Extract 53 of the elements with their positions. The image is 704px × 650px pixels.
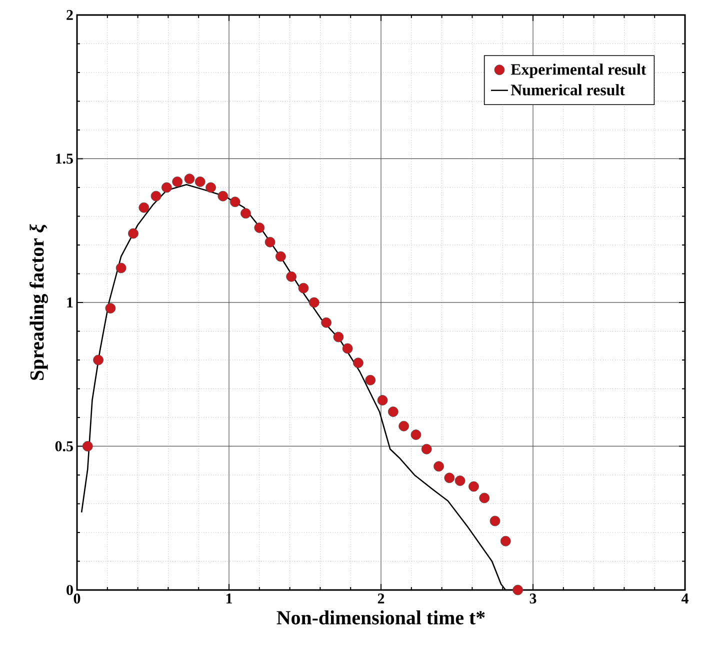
point xyxy=(333,332,344,342)
y-tick-label: 1 xyxy=(67,298,73,308)
point xyxy=(82,441,93,452)
y-tick-label: 2 xyxy=(66,10,73,20)
legend-label: Numerical result xyxy=(510,84,625,96)
point xyxy=(454,476,466,486)
point xyxy=(286,271,297,282)
point xyxy=(421,444,432,454)
point xyxy=(254,222,265,233)
point xyxy=(500,536,511,546)
point xyxy=(264,236,276,248)
point xyxy=(298,282,309,294)
point xyxy=(410,430,422,440)
x-tick-label: 2 xyxy=(378,594,384,604)
point xyxy=(377,395,388,406)
y-tick-label: 0 xyxy=(66,584,73,596)
point xyxy=(468,481,479,492)
point xyxy=(230,196,240,208)
point xyxy=(240,208,251,219)
point xyxy=(398,420,409,432)
x-tick-label: 0 xyxy=(74,594,80,604)
point xyxy=(434,461,444,472)
point xyxy=(342,343,353,354)
point xyxy=(116,262,126,274)
y-tick-label: 1.5 xyxy=(56,154,73,164)
point xyxy=(105,303,116,314)
point xyxy=(172,176,183,187)
point xyxy=(128,228,138,239)
point xyxy=(184,174,195,184)
point xyxy=(194,176,206,187)
point xyxy=(388,406,398,417)
x-tick-label: 3 xyxy=(530,594,536,604)
x-axis-title: Non-dimensional time t* xyxy=(276,610,485,624)
point xyxy=(512,584,523,596)
y-axis-title: Spreading factor ξ xyxy=(30,224,48,380)
point xyxy=(162,182,172,193)
x-tick-label: 4 xyxy=(681,594,688,604)
y-tick-label: 0.5 xyxy=(55,441,73,452)
point xyxy=(353,358,364,368)
point xyxy=(321,317,332,328)
point xyxy=(490,516,500,526)
point xyxy=(365,374,376,386)
point xyxy=(206,182,216,193)
point xyxy=(138,202,150,213)
point xyxy=(150,190,162,202)
point xyxy=(479,492,490,504)
point xyxy=(308,297,320,308)
x-tick-label: 1 xyxy=(226,594,232,604)
point xyxy=(93,354,104,366)
point xyxy=(444,472,455,484)
point xyxy=(218,190,228,202)
legend-label: Experimental result xyxy=(510,64,646,78)
point xyxy=(276,251,286,262)
